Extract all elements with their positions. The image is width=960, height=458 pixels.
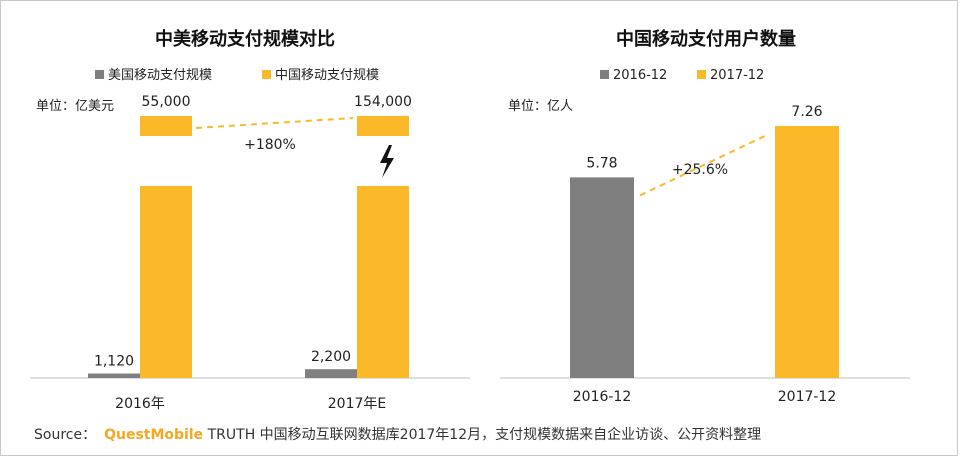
legend-swatch-2016 [600, 70, 609, 79]
left-chart: 中美移动支付规模对比 美国移动支付规模 中国移动支付规模 单位：亿美元 1,12… [30, 28, 470, 412]
right-category-2016: 2016-12 [573, 389, 632, 405]
legend-swatch-2017 [697, 70, 706, 79]
left-growth-connector [195, 117, 354, 129]
bar-cn-1-lower [357, 186, 409, 378]
right-unit-label: 单位：亿人 [508, 99, 573, 114]
legend-swatch-cn [262, 70, 271, 79]
label-cn-0: 55,000 [142, 94, 191, 110]
legend-label-2017: 2017-12 [710, 68, 764, 83]
right-chart-title: 中国移动支付用户数量 [616, 28, 796, 50]
lightning-icon [380, 145, 394, 178]
label-us-1: 2,200 [311, 349, 351, 365]
right-category-2017: 2017-12 [778, 389, 837, 405]
right-chart: 中国移动支付用户数量 2016-12 2017-12 单位：亿人 5.78 7.2… [500, 28, 910, 405]
source-brand: QuestMobile [104, 427, 204, 443]
bar-cn-1-upper [357, 116, 409, 136]
label-users-0: 5.78 [586, 155, 617, 171]
right-bars: 5.78 7.26 [570, 104, 839, 378]
left-category-2017: 2017年E [328, 396, 386, 412]
source-note: Source： QuestMobile TRUTH 中国移动互联网数据库2017年… [34, 424, 761, 444]
source-prefix: Source： [34, 427, 97, 443]
right-growth-connector [639, 133, 770, 197]
bar-cn-0-lower [140, 186, 192, 378]
legend-label-2016: 2016-12 [613, 68, 667, 83]
legend-label-cn: 中国移动支付规模 [275, 68, 379, 83]
left-category-2016: 2016年 [115, 396, 165, 412]
bar-users-1 [775, 126, 839, 378]
right-growth-label: +25.6% [672, 162, 728, 178]
left-chart-title: 中美移动支付规模对比 [155, 28, 335, 50]
bar-us-0 [88, 373, 140, 378]
left-unit-label: 单位：亿美元 [36, 99, 114, 114]
label-cn-1: 154,000 [354, 94, 412, 110]
bar-us-1 [305, 369, 357, 378]
left-bars: 1,120 55,000 2,200 154,000 [88, 94, 412, 378]
source-text: TRUTH 中国移动互联网数据库2017年12月，支付规模数据来自企业访谈、公开… [207, 427, 762, 443]
bar-cn-0-upper [140, 116, 192, 136]
bar-users-0 [570, 177, 634, 378]
label-users-1: 7.26 [791, 104, 822, 120]
legend-swatch-us [95, 70, 104, 79]
legend-label-us: 美国移动支付规模 [108, 68, 212, 83]
left-growth-label: +180% [244, 137, 296, 153]
label-us-0: 1,120 [94, 354, 134, 370]
